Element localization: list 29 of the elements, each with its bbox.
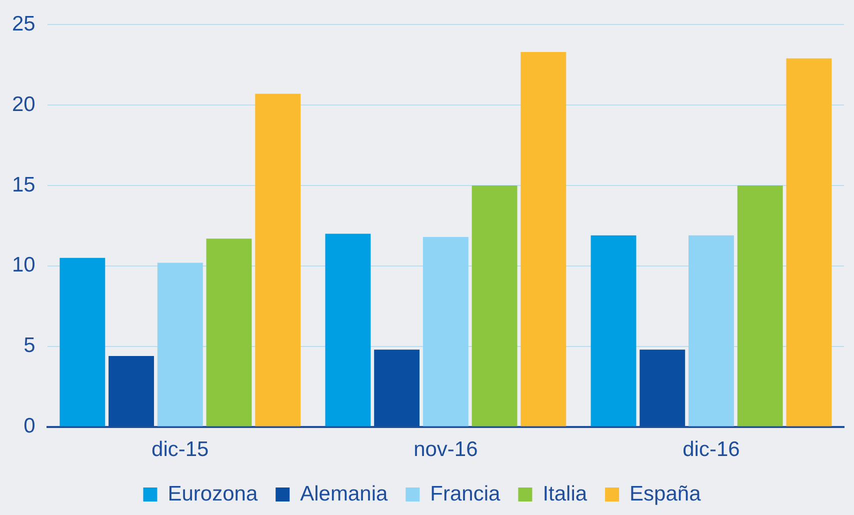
bar xyxy=(108,356,154,426)
legend-label: España xyxy=(630,482,702,506)
bar xyxy=(325,234,371,426)
legend-label: Eurozona xyxy=(168,482,258,506)
x-tick-label: dic-16 xyxy=(682,438,740,462)
legend-label: Alemania xyxy=(300,482,388,506)
x-tick-label: nov-16 xyxy=(414,438,478,462)
bar xyxy=(255,94,301,426)
bar xyxy=(786,58,832,426)
bar xyxy=(422,236,468,426)
bar xyxy=(640,350,686,426)
y-tick-label: 10 xyxy=(12,254,36,277)
bar xyxy=(590,235,636,426)
bar xyxy=(737,185,783,426)
y-tick-label: 5 xyxy=(24,334,36,358)
legend-label: Italia xyxy=(542,482,588,506)
bar xyxy=(374,350,420,426)
bar xyxy=(520,52,566,426)
y-tick-label: 25 xyxy=(12,12,36,36)
bar xyxy=(157,262,203,426)
x-tick-label: dic-15 xyxy=(152,438,209,462)
y-tick-label: 15 xyxy=(12,173,36,196)
y-tick-label: 20 xyxy=(12,92,36,116)
bar xyxy=(688,235,734,426)
legend-label: Francia xyxy=(430,482,501,506)
bar xyxy=(472,185,518,426)
y-tick-label: 0 xyxy=(24,414,36,438)
bar xyxy=(60,258,106,426)
bar xyxy=(206,238,252,426)
